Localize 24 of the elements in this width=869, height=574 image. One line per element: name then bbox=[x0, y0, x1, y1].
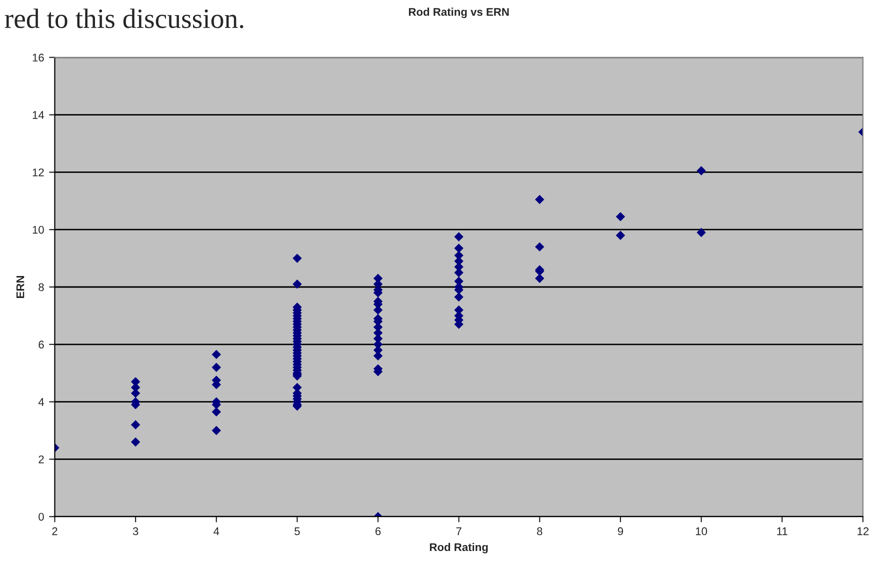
y-axis-title: ERN bbox=[16, 276, 24, 298]
x-tick-label: 12 bbox=[858, 527, 869, 536]
y-tick-label: 6 bbox=[38, 340, 44, 349]
x-tick-label: 5 bbox=[294, 527, 300, 536]
y-tick-label: 0 bbox=[38, 512, 44, 521]
text: red to this discussion. bbox=[4, 8, 244, 28]
y-tick-label: 8 bbox=[38, 283, 44, 292]
x-tick-label: 2 bbox=[52, 527, 58, 536]
y-tick-label: 14 bbox=[32, 111, 44, 119]
x-tick-label: 7 bbox=[456, 527, 462, 536]
x-tick-label: 10 bbox=[696, 527, 708, 536]
x-tick-label: 6 bbox=[375, 527, 381, 536]
y-tick-label: 16 bbox=[32, 54, 44, 62]
x-tick-label: 4 bbox=[214, 527, 220, 536]
x-tick-label: 11 bbox=[777, 527, 788, 536]
chart-title: Rod Rating vs ERN bbox=[408, 8, 509, 18]
x-tick-label: 3 bbox=[132, 527, 138, 536]
x-tick-label: 8 bbox=[537, 527, 542, 536]
x-tick-label: 9 bbox=[618, 527, 624, 536]
x-axis-title: Rod Rating bbox=[430, 542, 488, 554]
y-tick-label: 4 bbox=[38, 398, 44, 406]
y-tick-label: 2 bbox=[38, 455, 44, 464]
y-tick-label: 10 bbox=[32, 226, 44, 234]
y-tick-label: 12 bbox=[32, 168, 44, 176]
